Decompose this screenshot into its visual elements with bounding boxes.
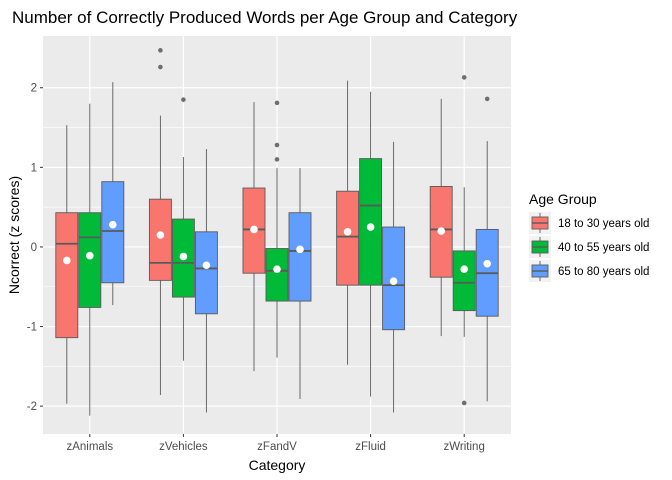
outlier-point: [181, 97, 186, 102]
legend-item: 65 to 80 years old: [529, 260, 649, 282]
box: [452, 250, 476, 312]
mean-point: [250, 225, 258, 234]
mean-point: [460, 265, 469, 274]
mean-point: [156, 231, 165, 239]
x-tick-label: zFluid: [355, 441, 386, 453]
legend-title: Age Group: [529, 191, 597, 207]
box-groups: [55, 48, 499, 416]
mean-point: [109, 220, 117, 229]
box: [288, 212, 312, 302]
y-axis-ticks: -2 -1 0 1 2: [27, 83, 43, 413]
box: [101, 181, 125, 284]
y-tick-label: -2: [27, 401, 37, 413]
outlier-point: [461, 400, 467, 406]
mean-point: [296, 245, 304, 254]
y-tick-label: 0: [31, 242, 37, 254]
legend-label: 40 to 55 years old: [558, 242, 649, 254]
x-axis-title: Category: [249, 457, 306, 473]
legend-label: 18 to 30 years old: [558, 218, 649, 230]
box: [55, 212, 79, 339]
mean-point: [179, 252, 188, 261]
mean-point: [343, 228, 352, 236]
box: [148, 198, 172, 281]
x-tick-label: zVehicles: [159, 441, 208, 453]
x-tick-label: zWriting: [444, 441, 485, 453]
outlier-point: [274, 100, 280, 106]
category-group-zFandV: [242, 100, 312, 399]
x-tick-label: zFandV: [257, 441, 297, 453]
mean-point: [63, 256, 71, 265]
category-group-zFluid: [336, 80, 406, 413]
outlier-point: [484, 96, 490, 102]
box: [336, 190, 360, 286]
legend-keys: 18 to 30 years old 40 to 55 years old 65 t…: [529, 212, 649, 282]
x-axis-ticks: zAnimals zVehicles zFandV zFluid zWriting: [66, 434, 485, 453]
mean-point: [389, 277, 398, 285]
outlier-point: [158, 64, 163, 70]
y-tick-label: -1: [27, 322, 37, 334]
legend-label: 65 to 80 years old: [558, 266, 649, 278]
y-axis-title: Ncorrect (z scores): [6, 176, 22, 294]
y-tick-label: 1: [31, 162, 37, 174]
legend-item: 40 to 55 years old: [529, 236, 649, 258]
legend-item: 18 to 30 years old: [529, 212, 649, 234]
mean-point: [437, 227, 446, 235]
outlier-point: [461, 75, 467, 80]
outlier-point: [274, 157, 280, 162]
chart-title: Number of Correctly Produced Words per A…: [12, 8, 518, 27]
y-tick-label: 2: [31, 83, 37, 95]
mean-point: [366, 223, 375, 231]
mean-point: [86, 251, 94, 260]
mean-point: [483, 259, 492, 268]
box: [359, 158, 383, 286]
mean-point: [273, 265, 281, 274]
category-group-zWriting: [429, 75, 499, 406]
box: [265, 248, 289, 302]
outlier-point: [274, 142, 280, 148]
outlier-point: [158, 48, 163, 53]
mean-point: [202, 261, 211, 270]
category-group-zVehicles: [148, 48, 218, 413]
box: [78, 212, 102, 308]
box: [194, 231, 218, 315]
x-tick-label: zAnimals: [66, 441, 113, 453]
category-group-zAnimals: [55, 82, 125, 416]
legend: Age Group 18 to 30 years old 40 to 55 yea…: [529, 191, 649, 282]
